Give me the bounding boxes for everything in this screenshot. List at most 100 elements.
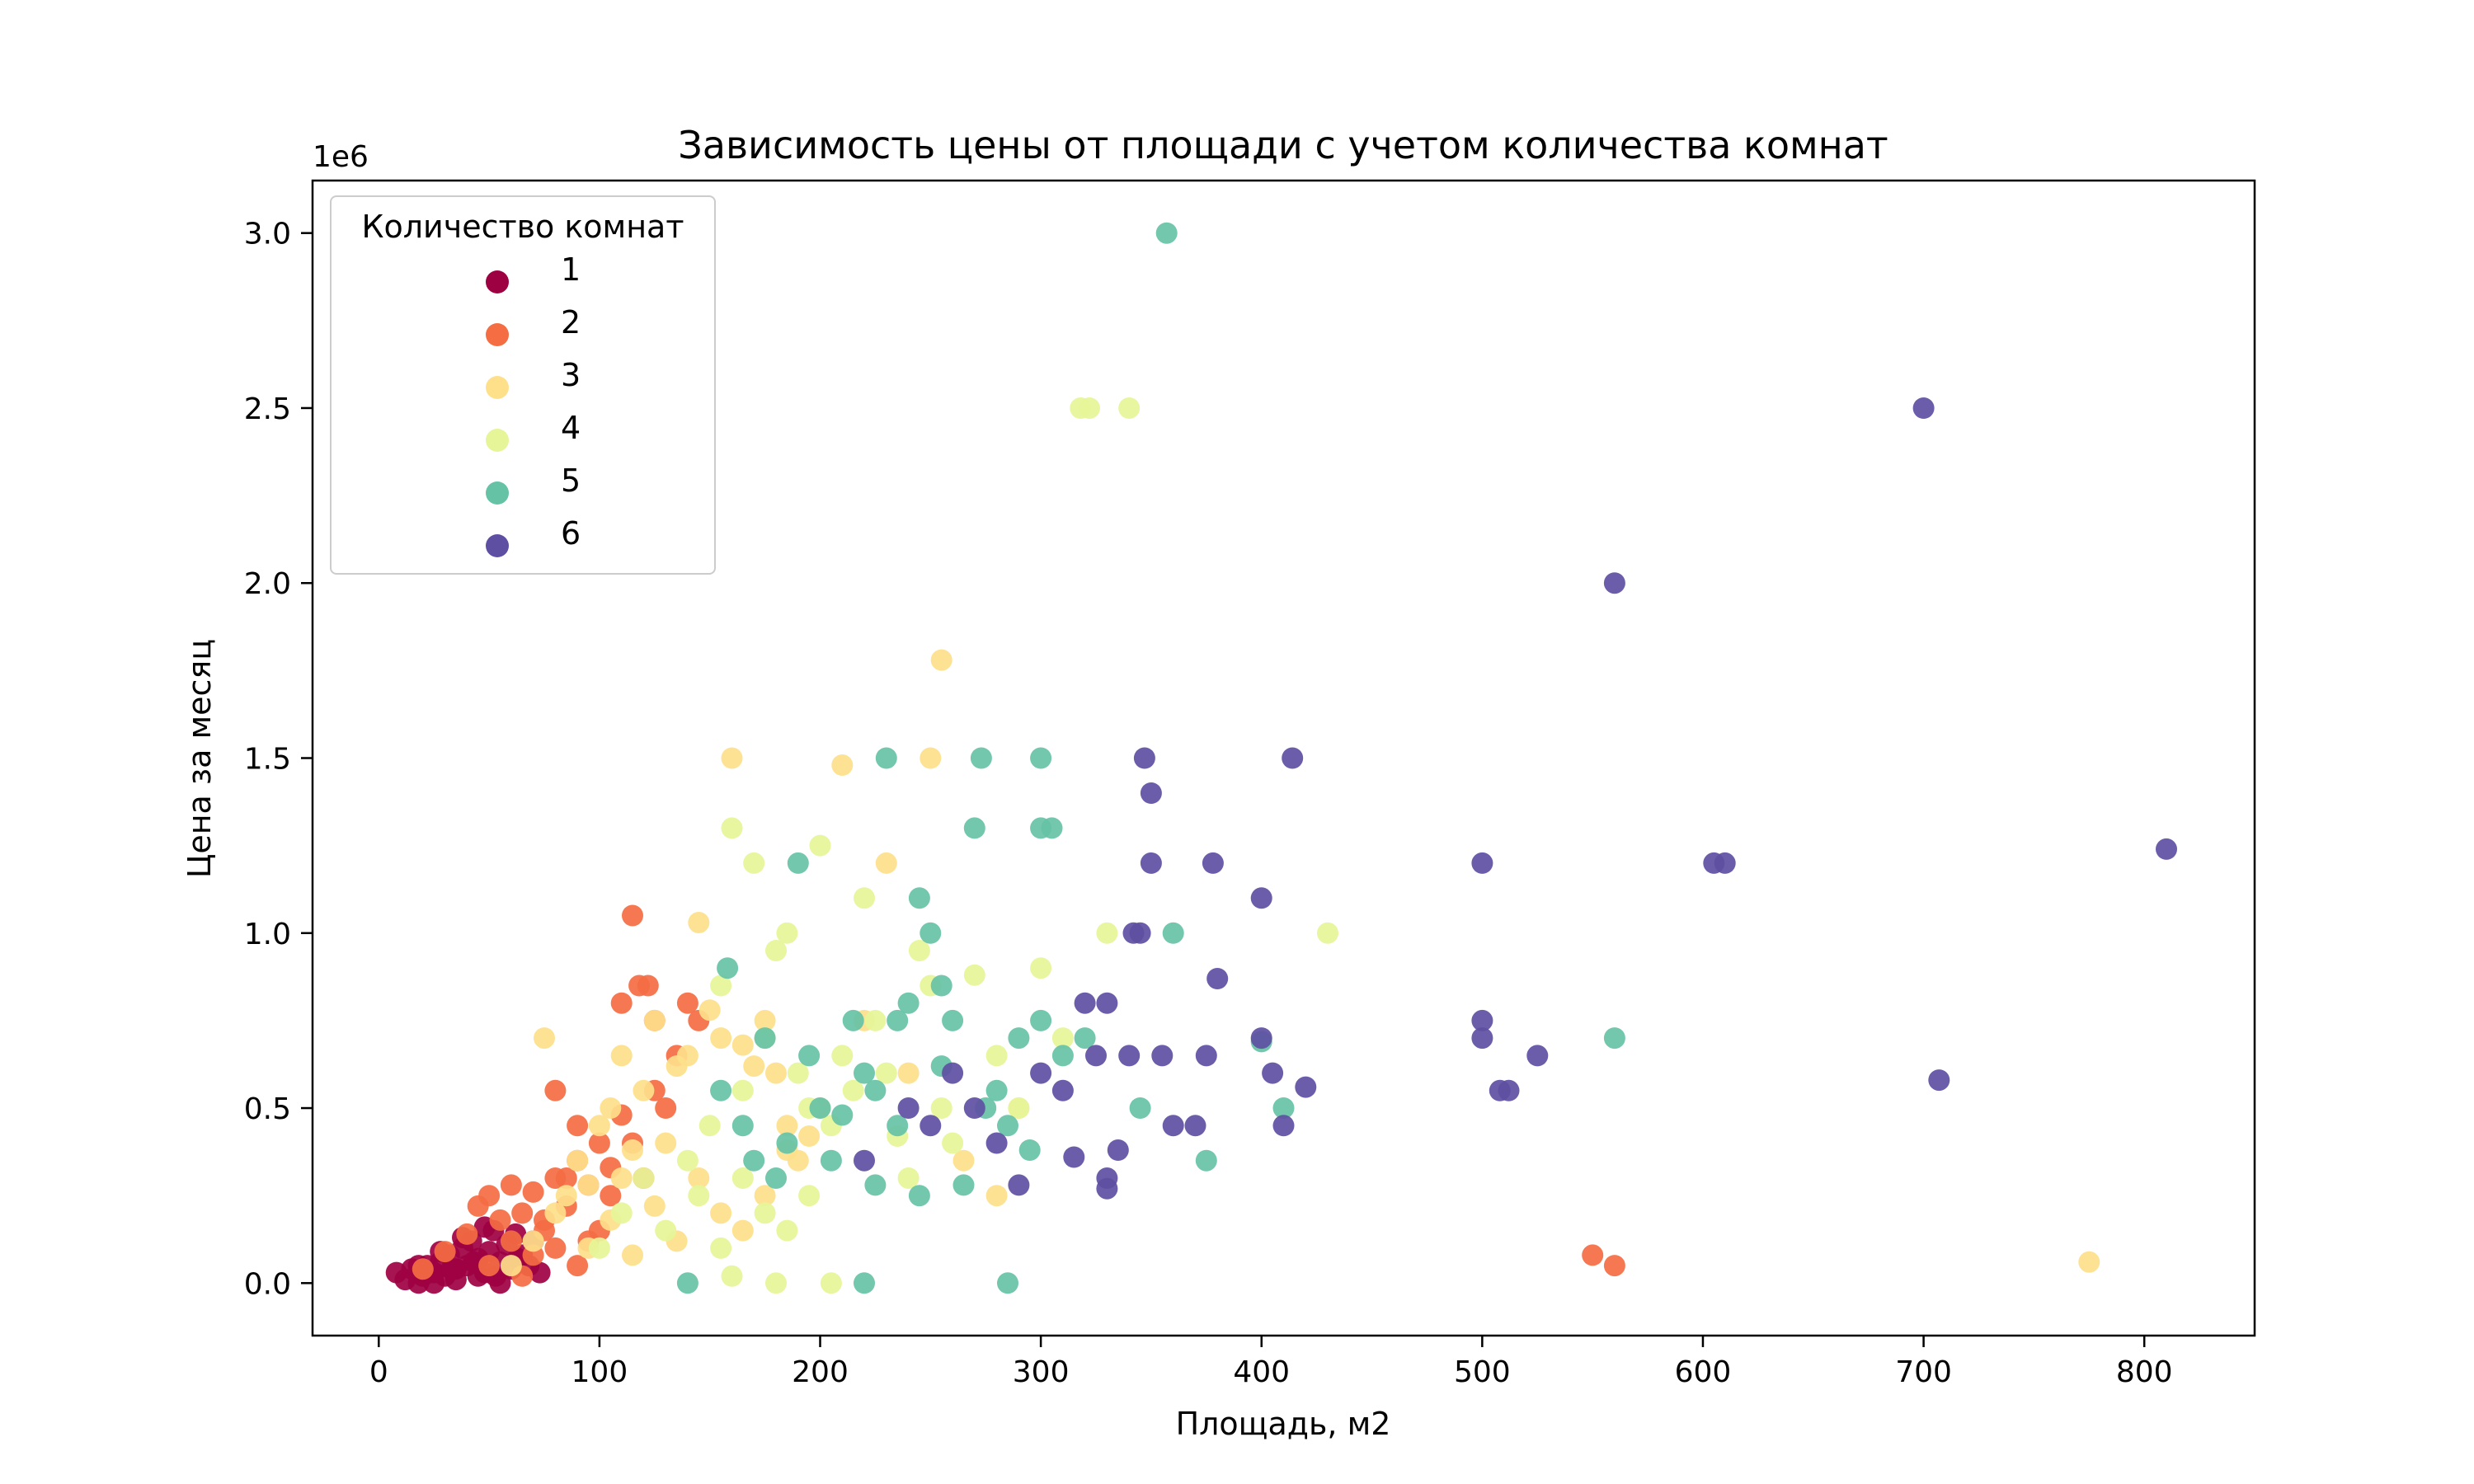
x-tick-label: 500 <box>1454 1355 1511 1389</box>
point-rooms-6-20 <box>1140 852 1162 874</box>
point-rooms-1-37 <box>529 1261 551 1284</box>
point-rooms-2-23 <box>567 1115 589 1137</box>
point-rooms-5-22 <box>942 1009 964 1031</box>
point-rooms-6-13 <box>1096 992 1118 1014</box>
legend-marker-6 <box>486 534 509 557</box>
point-rooms-4-7 <box>721 817 743 839</box>
y-tick-label: 0.0 <box>244 1267 291 1301</box>
point-rooms-3-40 <box>622 1244 643 1266</box>
point-rooms-5-16 <box>875 747 897 769</box>
y-tick-label: 0.5 <box>244 1092 291 1126</box>
point-rooms-3-41 <box>643 1195 666 1217</box>
point-rooms-2-14 <box>588 1132 610 1154</box>
point-rooms-4-0 <box>588 1237 610 1259</box>
point-rooms-5-18 <box>897 992 920 1014</box>
point-rooms-4-36 <box>1096 922 1118 944</box>
point-rooms-2-38 <box>555 1167 577 1189</box>
point-rooms-6-1 <box>897 1097 920 1119</box>
point-rooms-5-30 <box>1030 1009 1052 1031</box>
point-rooms-6-14 <box>1107 1139 1129 1161</box>
point-rooms-4-34 <box>1079 397 1100 419</box>
point-rooms-4-44 <box>776 1219 798 1242</box>
point-rooms-2-4 <box>478 1185 501 1207</box>
point-rooms-4-15 <box>809 834 831 857</box>
point-rooms-6-18 <box>1133 747 1155 769</box>
x-axis-label: Площадь, м2 <box>1176 1406 1391 1442</box>
point-rooms-4-35 <box>1118 397 1141 419</box>
legend-title: Количество комнат <box>362 209 684 245</box>
point-rooms-5-28 <box>1008 1027 1030 1050</box>
point-rooms-6-23 <box>1184 1115 1206 1137</box>
point-rooms-5-5 <box>754 1027 776 1050</box>
point-rooms-6-28 <box>1250 1027 1272 1050</box>
point-rooms-5-37 <box>1155 222 1178 244</box>
point-rooms-3-30 <box>875 852 897 874</box>
y-tick-label: 2.0 <box>244 567 291 601</box>
point-rooms-3-34 <box>952 1149 975 1172</box>
legend-frame <box>330 195 716 575</box>
point-rooms-6-45 <box>1096 1177 1118 1200</box>
point-rooms-4-18 <box>842 1079 864 1101</box>
point-rooms-2-18 <box>610 992 633 1014</box>
y-offset-label: 1e6 <box>313 140 369 174</box>
x-tick-label: 700 <box>1895 1355 1952 1389</box>
point-rooms-3-46 <box>754 1185 776 1207</box>
point-rooms-3-11 <box>622 1139 643 1161</box>
x-tick-label: 100 <box>571 1355 628 1389</box>
point-rooms-4-13 <box>787 1062 809 1084</box>
point-rooms-3-3 <box>544 1202 567 1224</box>
point-rooms-5-38 <box>1162 922 1184 944</box>
point-rooms-6-34 <box>1471 1009 1493 1031</box>
legend-marker-3 <box>486 376 509 399</box>
point-rooms-3-33 <box>930 649 952 671</box>
point-rooms-6-39 <box>1603 572 1625 594</box>
chart-title: Зависимость цены от площади с учетом кол… <box>678 123 1888 167</box>
point-rooms-3-14 <box>655 1132 677 1154</box>
legend-marker-5 <box>486 481 509 505</box>
legend-label-3: 3 <box>561 357 581 393</box>
point-rooms-5-29 <box>1018 1139 1041 1161</box>
point-rooms-4-37 <box>1317 922 1338 944</box>
point-rooms-4-26 <box>930 1097 952 1119</box>
point-rooms-3-37 <box>2078 1251 2100 1273</box>
point-rooms-3-7 <box>588 1115 610 1137</box>
point-rooms-3-25 <box>776 1115 798 1137</box>
point-rooms-2-20 <box>637 974 659 997</box>
point-rooms-4-42 <box>731 1167 754 1189</box>
point-rooms-4-40 <box>688 1185 710 1207</box>
point-rooms-5-49 <box>952 1174 975 1196</box>
point-rooms-5-4 <box>743 1149 765 1172</box>
point-rooms-2-17 <box>622 904 643 927</box>
point-rooms-6-27 <box>1250 887 1272 909</box>
point-rooms-3-9 <box>610 1167 633 1189</box>
point-rooms-6-10 <box>1074 992 1096 1014</box>
point-rooms-2-0 <box>412 1258 434 1280</box>
point-rooms-3-5 <box>567 1149 589 1172</box>
point-rooms-4-23 <box>897 1167 920 1189</box>
point-rooms-6-35 <box>1471 1027 1493 1050</box>
legend-entries: 1 2 3 4 5 6 <box>486 251 581 557</box>
point-rooms-3-16 <box>676 1045 698 1067</box>
point-rooms-4-2 <box>633 1167 655 1189</box>
point-rooms-5-2 <box>717 957 739 979</box>
point-rooms-3-21 <box>731 1034 754 1056</box>
point-rooms-5-8 <box>787 852 809 874</box>
point-rooms-5-34 <box>1051 1045 1074 1067</box>
point-rooms-6-38 <box>1526 1045 1549 1067</box>
point-rooms-4-38 <box>765 1272 787 1294</box>
point-rooms-3-22 <box>743 1055 765 1078</box>
point-rooms-4-11 <box>765 940 787 961</box>
point-rooms-4-8 <box>731 1079 754 1101</box>
point-rooms-4-20 <box>864 1009 887 1031</box>
point-rooms-3-0 <box>500 1255 522 1277</box>
point-rooms-5-9 <box>798 1045 821 1067</box>
point-rooms-5-26 <box>985 1079 1008 1101</box>
point-rooms-5-12 <box>831 1104 854 1126</box>
point-rooms-5-7 <box>776 1132 798 1154</box>
point-rooms-6-7 <box>1030 1062 1052 1084</box>
point-rooms-2-27 <box>567 1255 589 1277</box>
point-rooms-5-44 <box>997 1272 1018 1294</box>
point-rooms-2-34 <box>1603 1255 1625 1277</box>
point-rooms-4-4 <box>676 1149 698 1172</box>
